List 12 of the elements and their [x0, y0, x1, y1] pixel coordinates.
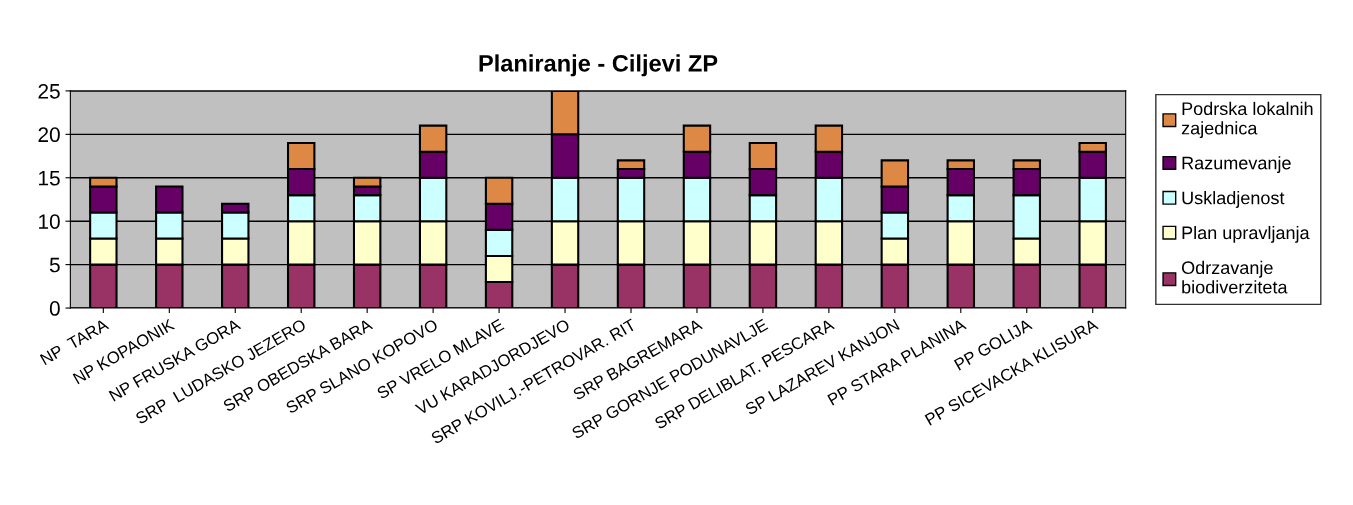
y-tick-label: 10: [39, 214, 60, 229]
legend-label: Odrzavanje biodiverziteta: [1181, 260, 1288, 294]
y-tick-label: 25: [38, 83, 60, 99]
legend-label: Podrska lokalnih zajednica: [1181, 101, 1313, 139]
y-tick-label: 15: [39, 170, 60, 186]
legend-label: Razumevanje: [1182, 156, 1291, 173]
legend-label: Plan upravljanja: [1182, 225, 1310, 243]
chart-title: Planiranje - Ciljevi ZP: [479, 54, 718, 77]
y-tick-label: 0: [49, 301, 60, 316]
y-tick-label: 20: [38, 127, 60, 143]
y-tick-label: 5: [49, 257, 60, 273]
legend-label: Uskladjenost: [1182, 191, 1285, 208]
